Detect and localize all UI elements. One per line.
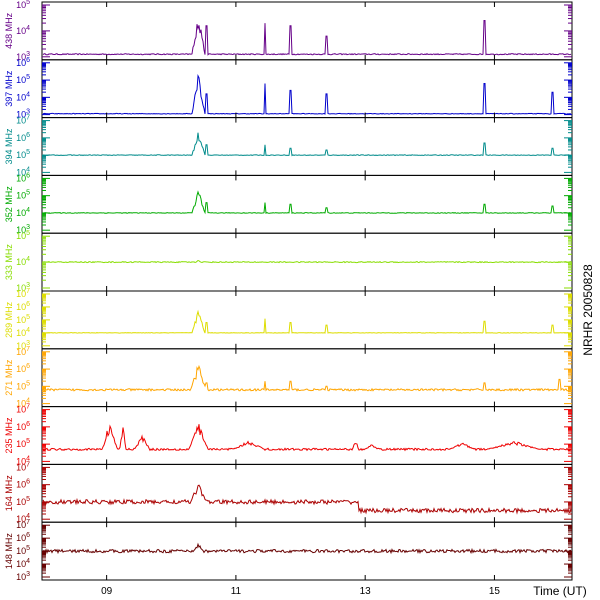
y-tick-label: 107 (16, 404, 30, 415)
y-tick-label: 106 (16, 479, 30, 490)
panel-frequency-label: 333 MHz (4, 244, 14, 281)
panel-frame (41, 290, 573, 350)
y-tick-label: 104 (16, 256, 30, 267)
panel-frequency-label: 289 MHz (4, 301, 14, 338)
y-tick-label: 103 (16, 571, 30, 582)
y-tick-label: 107 (16, 115, 30, 126)
flux-series-line (42, 20, 572, 56)
flux-series-line (42, 364, 572, 392)
x-axis-label: Time (UT) (533, 584, 587, 598)
x-tick-label: 15 (489, 586, 501, 597)
chart-title: NRHR 20050828 (581, 264, 595, 356)
panel-frequency-label: 235 MHz (4, 417, 14, 454)
panel-frame (41, 1, 573, 61)
panel-frame (41, 348, 573, 408)
flux-series-line (42, 190, 572, 215)
panel-frequency-label: 438 MHz (4, 12, 14, 49)
panel-frequency-label: 352 MHz (4, 186, 14, 223)
y-tick-label: 104 (16, 558, 30, 569)
y-tick-label: 106 (16, 172, 30, 183)
x-tick-label: 11 (231, 586, 242, 597)
y-tick-label: 104 (16, 91, 30, 102)
y-tick-label: 104 (16, 513, 30, 524)
y-tick-label: 106 (16, 132, 30, 143)
y-tick-label: 106 (16, 57, 30, 68)
y-tick-label: 105 (16, 74, 30, 85)
y-tick-label: 103 (16, 340, 30, 351)
y-tick-label: 103 (16, 109, 30, 120)
y-tick-label: 107 (16, 346, 30, 357)
x-tick-label: 13 (360, 586, 372, 597)
flux-series-line (42, 424, 572, 452)
y-tick-label: 105 (16, 314, 30, 325)
flux-series-line (42, 484, 572, 515)
x-tick-label: 09 (101, 586, 113, 597)
panel-frequency-label: 164 MHz (4, 475, 14, 512)
y-tick-label: 104 (16, 327, 30, 338)
y-tick-label: 104 (16, 455, 30, 466)
panel-frequency-label: 148 MHz (4, 533, 14, 570)
y-tick-label: 107 (16, 519, 30, 530)
y-tick-label: 106 (16, 301, 30, 312)
y-tick-label: 107 (16, 461, 30, 472)
y-tick-label: 104 (16, 207, 30, 218)
y-tick-label: 105 (16, 230, 30, 241)
panel-frame (41, 59, 573, 119)
y-tick-label: 104 (16, 25, 30, 36)
flux-series-line (42, 259, 572, 264)
panel-frame (41, 463, 573, 523)
y-tick-label: 106 (16, 421, 30, 432)
flux-series-line (42, 309, 572, 334)
y-tick-label: 104 (16, 398, 30, 409)
panel-frame (41, 174, 573, 234)
panel-frame (41, 406, 573, 465)
panel-frame (41, 117, 573, 176)
panel-frequency-label: 271 MHz (4, 359, 14, 396)
y-tick-label: 105 (16, 380, 30, 391)
y-tick-label: 105 (16, 496, 30, 507)
flux-series-line (42, 73, 572, 115)
y-tick-label: 105 (16, 149, 30, 160)
y-tick-label: 105 (16, 438, 30, 449)
y-tick-label: 105 (16, 545, 30, 556)
y-tick-label: 103 (16, 51, 30, 62)
y-tick-label: 104 (16, 166, 30, 177)
y-tick-label: 107 (16, 288, 30, 299)
flux-series-line (42, 132, 571, 157)
y-tick-label: 106 (16, 363, 30, 374)
y-tick-label: 103 (16, 224, 30, 235)
y-tick-label: 106 (16, 532, 30, 543)
y-tick-label: 103 (16, 282, 30, 293)
flux-series-line (42, 542, 572, 555)
y-tick-label: 105 (16, 190, 30, 201)
panel-frequency-label: 394 MHz (4, 128, 14, 165)
y-tick-label: 105 (16, 0, 30, 10)
panel-frequency-label: 397 MHz (4, 70, 14, 107)
